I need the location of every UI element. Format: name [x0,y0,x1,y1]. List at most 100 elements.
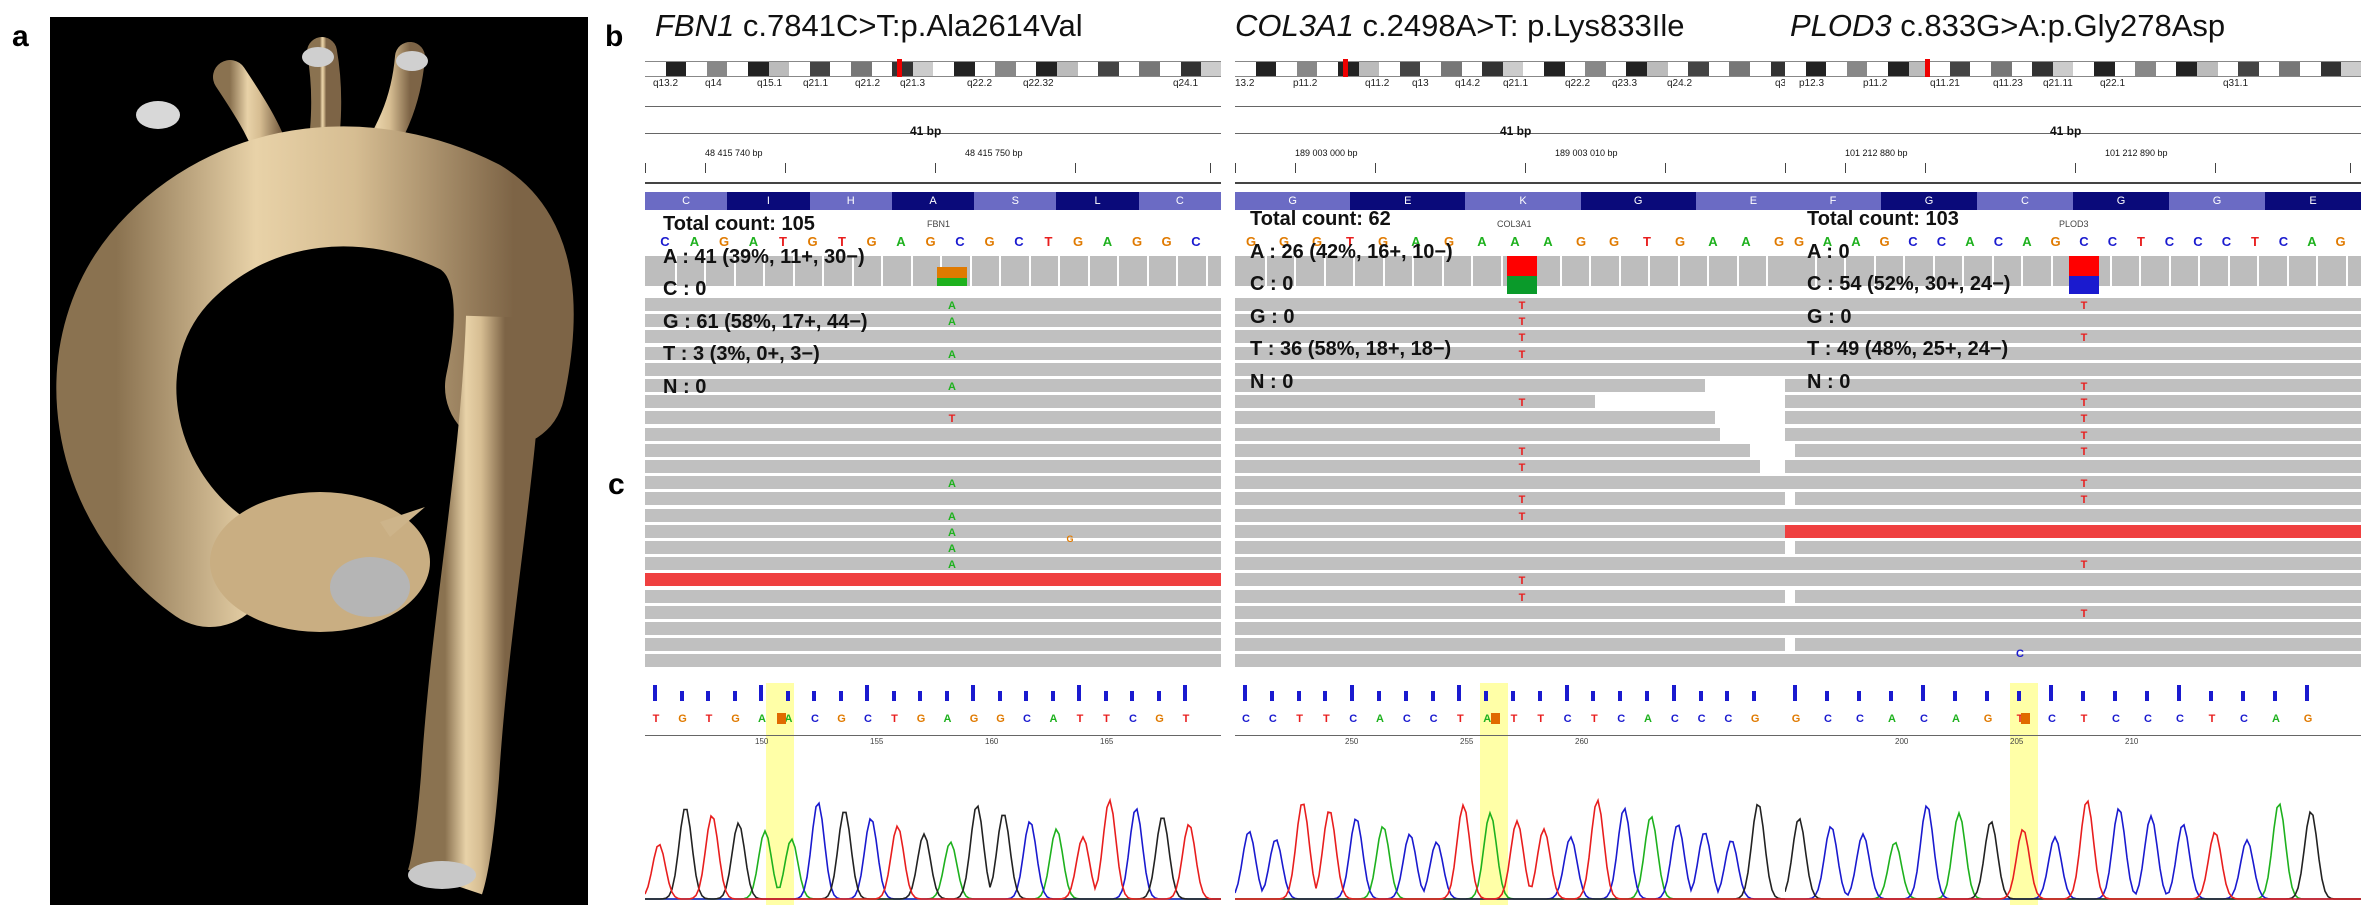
ideogram-band [1750,61,1771,77]
quality-bar [1793,685,1797,701]
ideogram-band [912,61,934,77]
band-label: q31 [1775,78,1792,89]
allele-count-line: C : 0 [663,278,707,300]
reference-base: G [1072,234,1084,249]
ideogram-band [1708,61,1730,77]
ruler-tick [1295,163,1296,173]
band-label: q24.1 [1173,78,1199,89]
ideogram-band [1139,61,1161,77]
quality-bar [1156,691,1161,701]
quality-bar [2017,691,2021,701]
coverage-divider [1323,256,1326,286]
ruler-tick [1075,163,1076,173]
quality-bar [759,685,763,701]
quality-bar [1484,691,1489,701]
reference-base: G [984,234,995,249]
chromatogram [645,797,1221,900]
quality-bar [891,691,896,701]
quality-bar [1350,685,1355,701]
trace-base-call: T [1296,713,1303,725]
ruler-tick [1235,163,1236,173]
chromatogram-trace-T [1235,797,1811,900]
ideogram-band [851,61,872,77]
allele-count-line: A : 0 [1807,240,1850,263]
band-label: q13.2 [653,78,679,89]
reference-base: G [1773,234,1785,249]
ideogram-position-marker [897,59,902,77]
ruler-tick [2215,163,2216,173]
mismatch-base: T [2080,332,2088,345]
read-alignment [1235,476,1811,490]
trace-base-call: T [1076,713,1084,725]
ideogram-band [1098,61,1120,77]
coverage-divider [1441,256,1444,286]
trace-base-call: G [1983,713,1993,725]
reference-base: G [1443,234,1455,249]
reference-base: A [1851,234,1861,249]
amino-acid-cell: G [1235,192,1351,210]
trace-base-call: T [1323,713,1330,725]
coverage-divider [2109,256,2112,286]
quality-bar [1130,691,1134,701]
band-label: q21.2 [855,78,881,89]
read-alignment [645,411,1221,425]
ruler-tick [935,163,936,173]
trace-base-call: C [1697,713,1706,725]
quality-bar [1725,691,1730,701]
mismatch-base: A [948,381,956,393]
quality-bar [1645,691,1649,701]
ideogram-band [1970,61,1992,77]
read-alignment [1235,654,1811,668]
band-label: q21.3 [900,78,926,89]
read-alignment [1235,460,1760,473]
trace-base-call: C [1617,713,1626,725]
quality-bar [1243,685,1247,701]
quality-bar [2081,691,2085,701]
igv-panel-col3a1: 13.2 p11.2 q11.2 q13 q14.2 q21.1 q22.2 q23.3 q24… [1235,56,1811,668]
ideogram-band [830,61,852,77]
trace-base-call: A [1483,713,1492,725]
ideogram-band [2217,61,2239,77]
read-alignment-highlighted [645,573,1221,587]
trace-base-call: T [705,713,713,725]
reference-base: C [2193,234,2203,249]
ruler-tick [645,163,646,173]
chromatogram [1785,799,2361,900]
ideogram-band [2197,61,2218,77]
quality-bar [2305,685,2309,701]
coordinate-right: 189 003 010 bp [1555,148,1618,158]
band-label: q11.23 [1993,78,2023,89]
read-alignment [1795,443,2361,457]
allele-count-line: A : 41 (39%, 11+, 30−) [663,245,865,268]
coverage-divider [1471,256,1473,286]
mismatch-base: T [2080,413,2088,426]
mismatch-base: T [2080,559,2088,572]
reference-base: G [807,234,818,249]
quality-bar [1183,685,1187,701]
ideogram-band [1908,61,1930,77]
ideogram-band [2279,61,2301,77]
read-alignment [1785,622,2361,635]
coordinate-right: 101 212 890 bp [2105,148,2168,158]
quality-bar [706,691,710,701]
trace-base-call: T [1591,713,1598,725]
ruler-line [1235,182,1811,184]
panel-label-b: b [605,20,624,53]
ideogram-band [2300,61,2321,77]
trace-base-call: C [1824,713,1832,725]
quality-bar [2177,685,2181,701]
read-alignment [1785,298,2361,311]
coverage-divider [999,256,1001,286]
coverage-divider [2227,256,2230,286]
ruler-tick [785,163,786,173]
trace-tick-label: 150 [755,737,769,746]
quality-bar [2049,685,2053,701]
band-label: q22.32 [1023,78,1054,89]
band-label: p11.2 [1863,78,1888,89]
coverage-divider [2198,256,2200,286]
chromatogram-trace-T [1785,799,2361,900]
coverage-divider [1736,256,1739,286]
quality-bar [679,691,684,701]
reference-base: G [1377,234,1389,249]
